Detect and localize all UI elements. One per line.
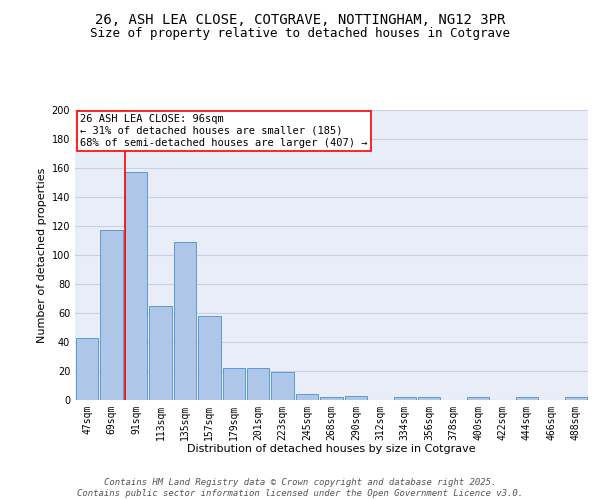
- X-axis label: Distribution of detached houses by size in Cotgrave: Distribution of detached houses by size …: [187, 444, 476, 454]
- Y-axis label: Number of detached properties: Number of detached properties: [37, 168, 47, 342]
- Bar: [125, 172, 148, 400]
- Text: 26 ASH LEA CLOSE: 96sqm
← 31% of detached houses are smaller (185)
68% of semi-d: 26 ASH LEA CLOSE: 96sqm ← 31% of detache…: [80, 114, 368, 148]
- Text: 26, ASH LEA CLOSE, COTGRAVE, NOTTINGHAM, NG12 3PR: 26, ASH LEA CLOSE, COTGRAVE, NOTTINGHAM,…: [95, 12, 505, 26]
- Bar: [223, 368, 245, 400]
- Bar: [515, 397, 538, 400]
- Bar: [198, 316, 221, 400]
- Bar: [271, 372, 294, 400]
- Bar: [247, 368, 269, 400]
- Text: Contains HM Land Registry data © Crown copyright and database right 2025.
Contai: Contains HM Land Registry data © Crown c…: [77, 478, 523, 498]
- Text: Size of property relative to detached houses in Cotgrave: Size of property relative to detached ho…: [90, 28, 510, 40]
- Bar: [296, 394, 319, 400]
- Bar: [344, 396, 367, 400]
- Bar: [149, 306, 172, 400]
- Bar: [100, 230, 123, 400]
- Bar: [394, 397, 416, 400]
- Bar: [418, 397, 440, 400]
- Bar: [565, 397, 587, 400]
- Bar: [173, 242, 196, 400]
- Bar: [320, 397, 343, 400]
- Bar: [76, 338, 98, 400]
- Bar: [467, 397, 490, 400]
